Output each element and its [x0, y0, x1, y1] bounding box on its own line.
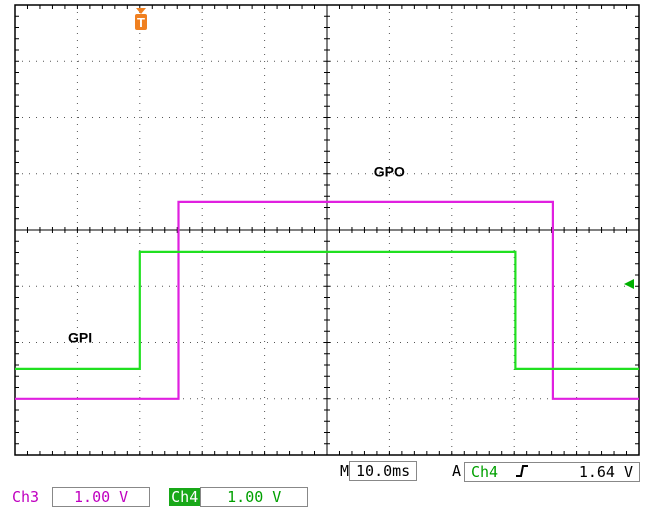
ch4-scale: 1.00 V [200, 487, 309, 507]
ch3-label: Ch3 [12, 488, 40, 506]
trigger-position-label: T [137, 15, 145, 30]
graticule-grid [15, 5, 639, 455]
traces [15, 200, 639, 400]
channel-readout: Ch3 1.00 V Ch4 1.00 V [12, 487, 309, 507]
trigger-source: Ch4 [471, 463, 499, 481]
timebase-readout: M 10.0ms [340, 461, 418, 481]
markers: T [135, 8, 634, 289]
trigger-position-marker [135, 14, 147, 30]
scope-display: GPO GPI T [14, 4, 640, 456]
trigger-readout: Ch4 1.64 V [464, 462, 640, 482]
rising-edge-icon [515, 463, 529, 481]
series-gpi-trace [15, 250, 639, 370]
trigger-position-arrow [136, 8, 146, 14]
ch3-scale: 1.00 V [52, 487, 151, 507]
annotations: GPO GPI [68, 164, 405, 346]
timebase-value: 10.0ms [349, 461, 418, 481]
trigger-level: 1.64 V [578, 463, 633, 481]
annotation-gpi: GPI [68, 330, 92, 346]
trigger-level-icon [624, 279, 634, 289]
series-gpo-trace [15, 200, 639, 400]
annotation-gpo: GPO [374, 164, 405, 180]
ch4-label: Ch4 [169, 488, 201, 506]
trigger-mode: A [452, 462, 462, 480]
timebase-prefix: M [340, 462, 350, 480]
